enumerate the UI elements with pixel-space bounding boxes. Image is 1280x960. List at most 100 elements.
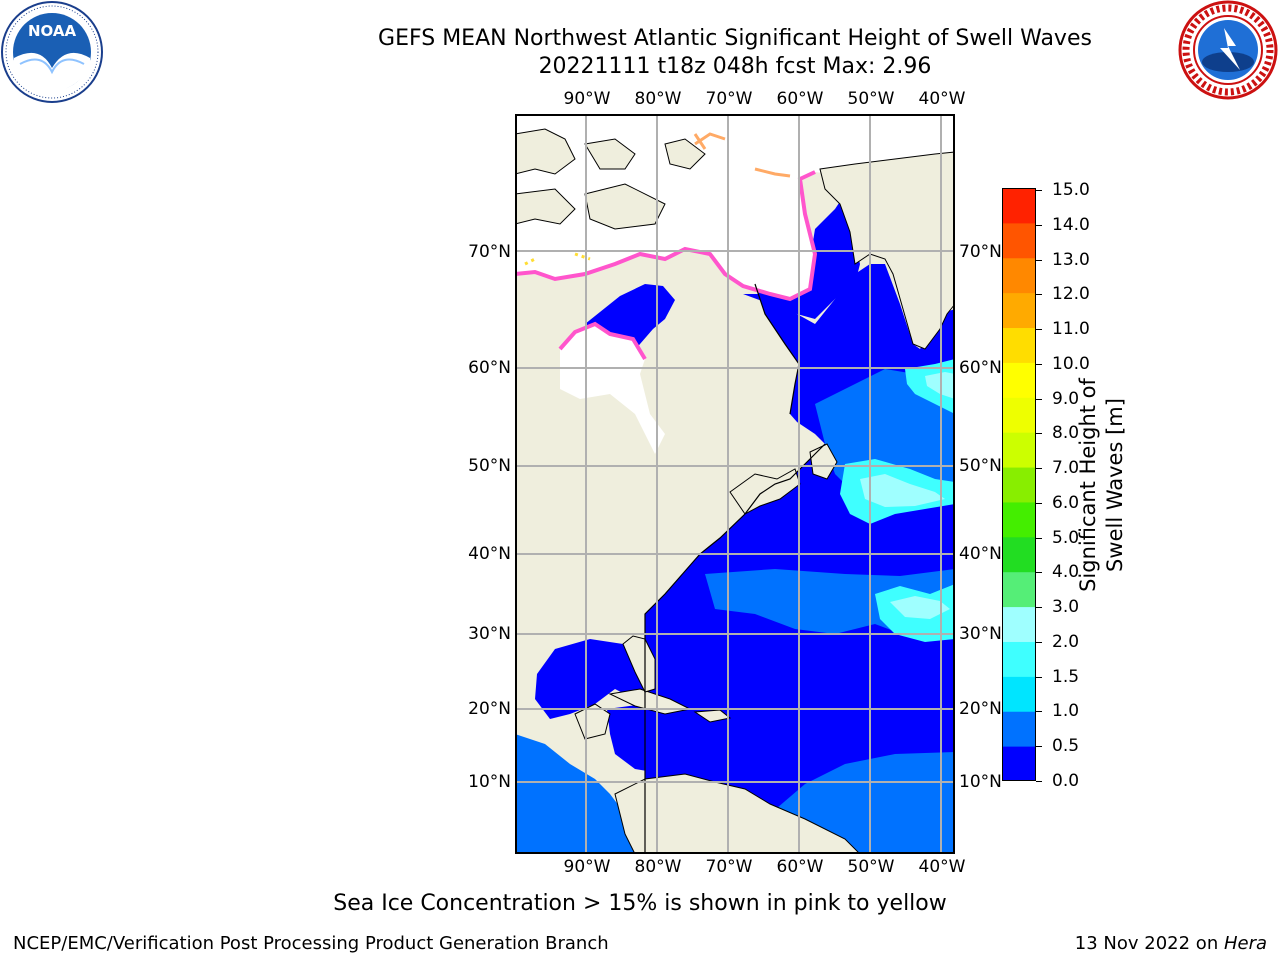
colorbar-tick-label: 9.0 bbox=[1052, 388, 1080, 409]
colorbar-tick bbox=[1036, 224, 1042, 226]
lat-label-right-70n: 70°N bbox=[959, 242, 1002, 262]
graticule bbox=[515, 114, 955, 854]
colorbar-band bbox=[1002, 571, 1036, 608]
colorbar-tick bbox=[1036, 433, 1042, 435]
colorbar-tick bbox=[1036, 607, 1042, 609]
lat-label-right-30n: 30°N bbox=[959, 624, 1002, 644]
colorbar-band bbox=[1002, 606, 1036, 642]
colorbar-band bbox=[1002, 362, 1036, 398]
colorbar-tick-label: 15.0 bbox=[1052, 180, 1090, 200]
colorbar-tick bbox=[1036, 502, 1042, 504]
lon-label-top-80w: 80°W bbox=[634, 89, 682, 109]
sea-ice-note: Sea Ice Concentration > 15% is shown in … bbox=[333, 891, 947, 916]
lat-label-left-60n: 60°N bbox=[468, 358, 511, 378]
ocean-baffin bbox=[743, 194, 860, 319]
swell-high-east-core bbox=[890, 596, 950, 619]
colorbar-tick bbox=[1036, 468, 1042, 470]
lat-label-right-40n: 40°N bbox=[959, 544, 1002, 564]
colorbar-band bbox=[1002, 467, 1036, 503]
land-florida bbox=[622, 635, 656, 693]
colorbar-tick bbox=[1036, 781, 1042, 782]
colorbar-band bbox=[1002, 641, 1036, 677]
colorbar-band bbox=[1002, 536, 1036, 573]
ocean-caribbean bbox=[607, 704, 770, 786]
colorbar-band bbox=[1002, 432, 1036, 468]
colorbar-tick-label: 1.5 bbox=[1052, 666, 1080, 687]
lon-label-top-40w: 40°W bbox=[918, 89, 966, 109]
lon-label-top-90w: 90°W bbox=[563, 89, 611, 109]
colorbar-band bbox=[1002, 327, 1036, 363]
colorbar-tick bbox=[1036, 746, 1042, 748]
land-greenland bbox=[819, 114, 956, 350]
colorbar-tick-label: 14.0 bbox=[1052, 214, 1090, 235]
lon-label-bottom-50w: 50°W bbox=[847, 857, 895, 877]
colorbar-tick-label: 4.0 bbox=[1052, 562, 1080, 583]
colorbar-tick bbox=[1036, 259, 1042, 261]
lat-label-left-50n: 50°N bbox=[468, 456, 511, 476]
colorbar-frame bbox=[1002, 188, 1036, 781]
colorbar-tick bbox=[1036, 190, 1042, 191]
colorbar-band bbox=[1002, 501, 1036, 538]
map-panel bbox=[514, 114, 956, 855]
ocean-gulf-of-mexico bbox=[535, 639, 655, 719]
ice-edge-orange bbox=[693, 132, 791, 178]
lon-label-top-60w: 60°W bbox=[776, 89, 824, 109]
colorbar-band bbox=[1002, 222, 1036, 259]
lat-label-right-10n: 10°N bbox=[959, 772, 1002, 792]
colorbar-tick bbox=[1036, 641, 1042, 643]
colorbar-tick-label: 3.0 bbox=[1052, 597, 1080, 618]
colorbar-band bbox=[1002, 292, 1036, 329]
colorbar-tick bbox=[1036, 537, 1042, 539]
land-yucatan bbox=[574, 703, 611, 740]
lon-label-bottom-40w: 40°W bbox=[918, 857, 966, 877]
footer-left: NCEP/EMC/Verification Post Processing Pr… bbox=[13, 933, 609, 954]
colorbar-tick bbox=[1036, 572, 1042, 574]
lat-label-left-70n: 70°N bbox=[468, 242, 511, 262]
footer-right: 13 Nov 2022 on Hera bbox=[1075, 933, 1267, 954]
footer-host: Hera bbox=[1223, 933, 1267, 954]
colorbar-tick-label: 8.0 bbox=[1052, 423, 1080, 444]
swell-high-core bbox=[860, 474, 945, 507]
colorbar-tick-label: 6.0 bbox=[1052, 492, 1080, 513]
colorbar-tick-label: 11.0 bbox=[1052, 319, 1090, 340]
colorbar-band bbox=[1002, 257, 1036, 294]
colorbar-tick bbox=[1036, 329, 1042, 331]
colorbar-tick-label: 0.0 bbox=[1052, 771, 1080, 791]
land-hispaniola bbox=[693, 709, 732, 723]
coastline-na bbox=[644, 283, 826, 854]
colorbar-tick-label: 7.0 bbox=[1052, 458, 1080, 479]
lat-label-right-50n: 50°N bbox=[959, 456, 1002, 476]
footer-date: 13 Nov 2022 on bbox=[1074, 933, 1224, 954]
ice-edge-pink bbox=[514, 170, 818, 302]
colorbar-tick-label: 12.0 bbox=[1052, 284, 1090, 305]
colorbar-band bbox=[1002, 676, 1036, 712]
lon-label-bottom-90w: 90°W bbox=[563, 857, 611, 877]
lon-label-bottom-70w: 70°W bbox=[705, 857, 753, 877]
colorbar-band bbox=[1002, 188, 1036, 224]
colorbar-band bbox=[1002, 711, 1036, 747]
colorbar-tick bbox=[1036, 398, 1042, 400]
colorbar-band bbox=[1002, 397, 1036, 433]
colorbar-tick bbox=[1036, 363, 1042, 365]
lat-label-left-40n: 40°N bbox=[468, 544, 511, 564]
lat-label-right-20n: 20°N bbox=[959, 699, 1002, 719]
colorbar-tick bbox=[1036, 676, 1042, 678]
colorbar-band bbox=[1002, 746, 1036, 782]
ocean-pacific bbox=[515, 734, 640, 854]
lat-label-left-30n: 30°N bbox=[468, 624, 511, 644]
colorbar bbox=[1002, 188, 1036, 782]
lon-label-bottom-60w: 60°W bbox=[776, 857, 824, 877]
lon-label-bottom-80w: 80°W bbox=[634, 857, 682, 877]
lat-label-left-10n: 10°N bbox=[468, 772, 511, 792]
chart-title: GEFS MEAN Northwest Atlantic Significant… bbox=[378, 26, 1092, 51]
colorbar-tick-label: 5.0 bbox=[1052, 527, 1080, 548]
lat-label-left-20n: 20°N bbox=[468, 699, 511, 719]
colorbar-tick-label: 13.0 bbox=[1052, 249, 1090, 270]
lat-label-right-60n: 60°N bbox=[959, 358, 1002, 378]
colorbar-tick-label: 1.0 bbox=[1052, 701, 1080, 722]
colorbar-tick-label: 10.0 bbox=[1052, 353, 1090, 374]
colorbar-tick bbox=[1036, 711, 1042, 713]
ice-edge-hudson bbox=[558, 321, 647, 361]
lon-label-top-50w: 50°W bbox=[847, 89, 895, 109]
map-frame bbox=[515, 114, 955, 854]
